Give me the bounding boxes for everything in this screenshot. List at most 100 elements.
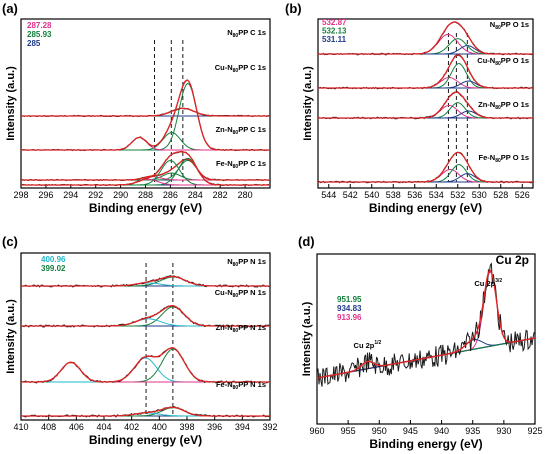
fitted-envelope: [21, 107, 270, 117]
component-peak: [318, 77, 533, 89]
component-peak: [21, 348, 270, 383]
x-tick-label: 402: [124, 422, 139, 432]
fitted-envelope: [21, 275, 270, 287]
plot-frame: [316, 253, 536, 425]
legend-entry: 532.87: [322, 18, 347, 27]
series-label-suffix: PP O 1s: [501, 56, 529, 65]
component-peak: [318, 38, 533, 55]
fitted-envelope: [21, 151, 270, 186]
series-label-prefix: Cu-N: [215, 63, 233, 72]
x-tick-label: 538: [386, 190, 401, 200]
panel-c-n1s: 410 408 406 404 402 400 398 396 394 392 Binding en…: [2, 234, 278, 447]
x-tick-label: 292: [88, 190, 103, 200]
y-axis-label: Intensity (a.u.): [301, 301, 313, 376]
plot-frame: [20, 18, 271, 189]
x-tick-label: 392: [262, 422, 277, 432]
fitted-envelope: [316, 269, 536, 379]
panel-label: (c): [2, 234, 18, 249]
x-tick-label: 536: [407, 190, 422, 200]
series-label-prefix: N: [227, 257, 232, 266]
annotation-text: Cu 2p: [474, 279, 495, 288]
series-label: Cu-N80PP N 1s: [215, 288, 266, 299]
fitted-envelope: [318, 54, 533, 89]
x-tick-label: 532: [450, 190, 465, 200]
series-label-subscript: 80: [233, 328, 239, 334]
series-label-suffix: PP N 1s: [238, 288, 266, 297]
x-tick-label: 935: [465, 426, 480, 436]
component-peak: [21, 306, 270, 327]
x-tick-label: 294: [63, 190, 78, 200]
component-peak: [318, 173, 533, 183]
component-peak: [21, 107, 270, 117]
legend-entry: 934.83: [337, 304, 362, 313]
series-label-prefix: N: [227, 28, 232, 37]
plot-frame: [317, 18, 534, 189]
raw-spectrum: [20, 347, 271, 384]
x-tick-label: 540: [364, 190, 379, 200]
legend-entry: 287.28: [27, 21, 52, 30]
y-axis-label: Intensity (a.u.): [5, 66, 17, 141]
peak-annotation: Cu 2p3/2: [474, 278, 502, 288]
series-label-subscript: 80: [233, 293, 239, 299]
x-tick-label: 286: [163, 190, 178, 200]
x-tick-label: 280: [238, 190, 253, 200]
series-label-suffix: PP N 1s: [238, 257, 266, 266]
series-label-suffix: PP C 1s: [238, 63, 266, 72]
y-axis-label: Intensity (a.u.): [302, 66, 314, 141]
panel-label: (d): [298, 234, 315, 249]
legend-entry: 951.95: [337, 295, 362, 304]
series-label: Zn-N80PP C 1s: [216, 125, 266, 136]
x-tick-label: 398: [179, 422, 194, 432]
series-label-suffix: PP C 1s: [238, 28, 266, 37]
series-label: Zn-N80PP N 1s: [216, 323, 266, 334]
series-label-subscript: 80: [495, 61, 501, 67]
chart-title: Cu 2p: [496, 253, 529, 267]
series-label: Cu-N80PP O 1s: [477, 56, 529, 67]
component-peak: [316, 271, 536, 379]
x-tick-label: 282: [213, 190, 228, 200]
series-label: Fe-N80PP C 1s: [216, 159, 266, 170]
y-axis-label: Intensity (a.u.): [5, 299, 17, 374]
x-tick-label: 290: [113, 190, 128, 200]
x-axis-label: Binding energy (eV): [369, 201, 482, 215]
panel-label: (b): [285, 1, 302, 16]
series-label-prefix: Zn-N: [216, 125, 233, 134]
x-tick-label: 394: [235, 422, 250, 432]
x-tick-label: 960: [309, 426, 324, 436]
series-label-suffix: PP O 1s: [501, 153, 529, 162]
series-label-prefix: Fe-N: [216, 159, 233, 168]
fitted-envelope: [318, 21, 533, 55]
component-peak: [21, 136, 270, 151]
series-label: N80PP O 1s: [490, 20, 529, 31]
legend-entry: 531.11: [322, 35, 347, 44]
x-tick-label: 284: [188, 190, 203, 200]
component-peak: [318, 62, 533, 89]
x-tick-label: 410: [13, 422, 28, 432]
series-label-prefix: Fe-N: [216, 380, 233, 389]
x-tick-label: 396: [207, 422, 222, 432]
x-tick-label: 534: [429, 190, 444, 200]
x-tick-label: 544: [321, 190, 336, 200]
x-tick-label: 945: [403, 426, 418, 436]
series-label-suffix: PP N 1s: [238, 323, 266, 332]
series-label-subscript: 80: [233, 385, 239, 391]
fitted-envelope: [21, 406, 270, 417]
series-label-prefix: Zn-N: [216, 323, 233, 332]
series-label: Cu-N80PP C 1s: [215, 63, 266, 74]
x-tick-label: 526: [515, 190, 530, 200]
x-tick-label: 955: [341, 426, 356, 436]
component-peak: [318, 33, 533, 55]
series-label-prefix: Zn-N: [478, 100, 495, 109]
annotation-superscript: 1/2: [374, 340, 381, 346]
series-label-suffix: PP C 1s: [238, 159, 266, 168]
x-tick-label: 406: [69, 422, 84, 432]
series-label-subscript: 80: [495, 25, 501, 31]
x-tick-label: 528: [493, 190, 508, 200]
legend-entry: 913.96: [337, 313, 362, 322]
panel-a-c1s: 298 296 294 292 290 288 286 284 282 280 Binding en…: [2, 1, 271, 215]
series-label-subscript: 80: [233, 130, 239, 136]
x-tick-label: 925: [527, 426, 542, 436]
raw-spectrum: [20, 107, 271, 118]
plot-frame: [20, 252, 271, 421]
